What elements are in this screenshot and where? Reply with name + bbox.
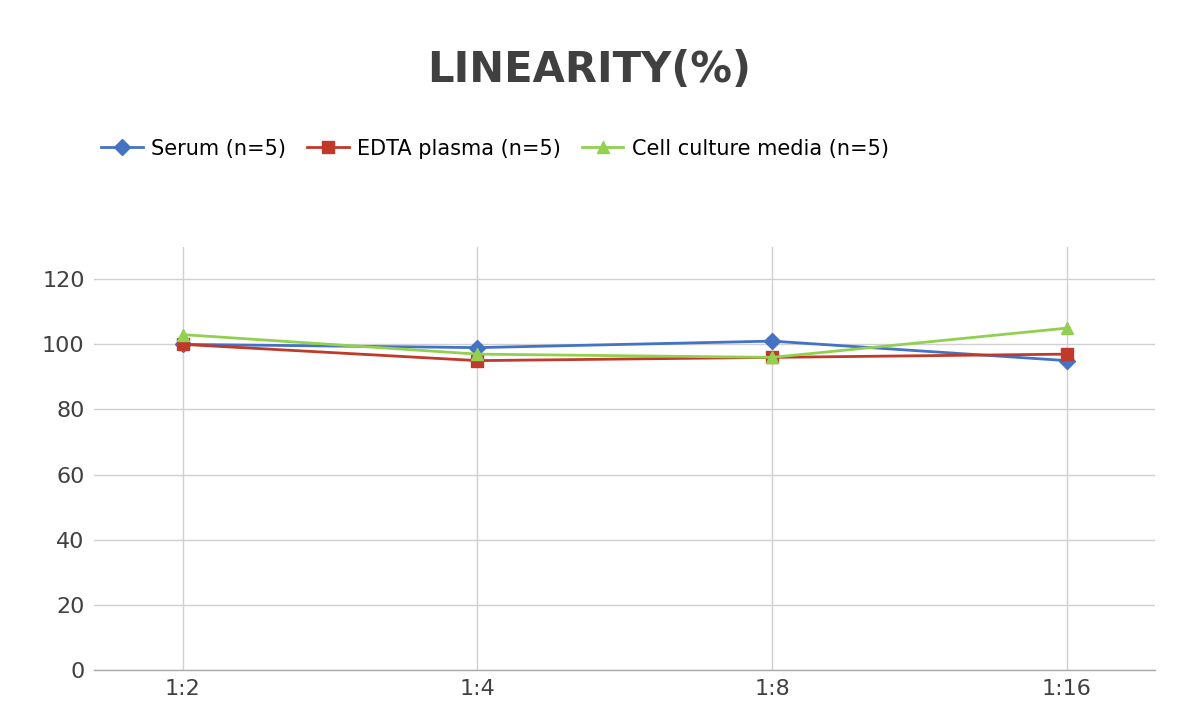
Text: LINEARITY(%): LINEARITY(%)	[428, 49, 751, 92]
Legend: Serum (n=5), EDTA plasma (n=5), Cell culture media (n=5): Serum (n=5), EDTA plasma (n=5), Cell cul…	[93, 130, 897, 167]
